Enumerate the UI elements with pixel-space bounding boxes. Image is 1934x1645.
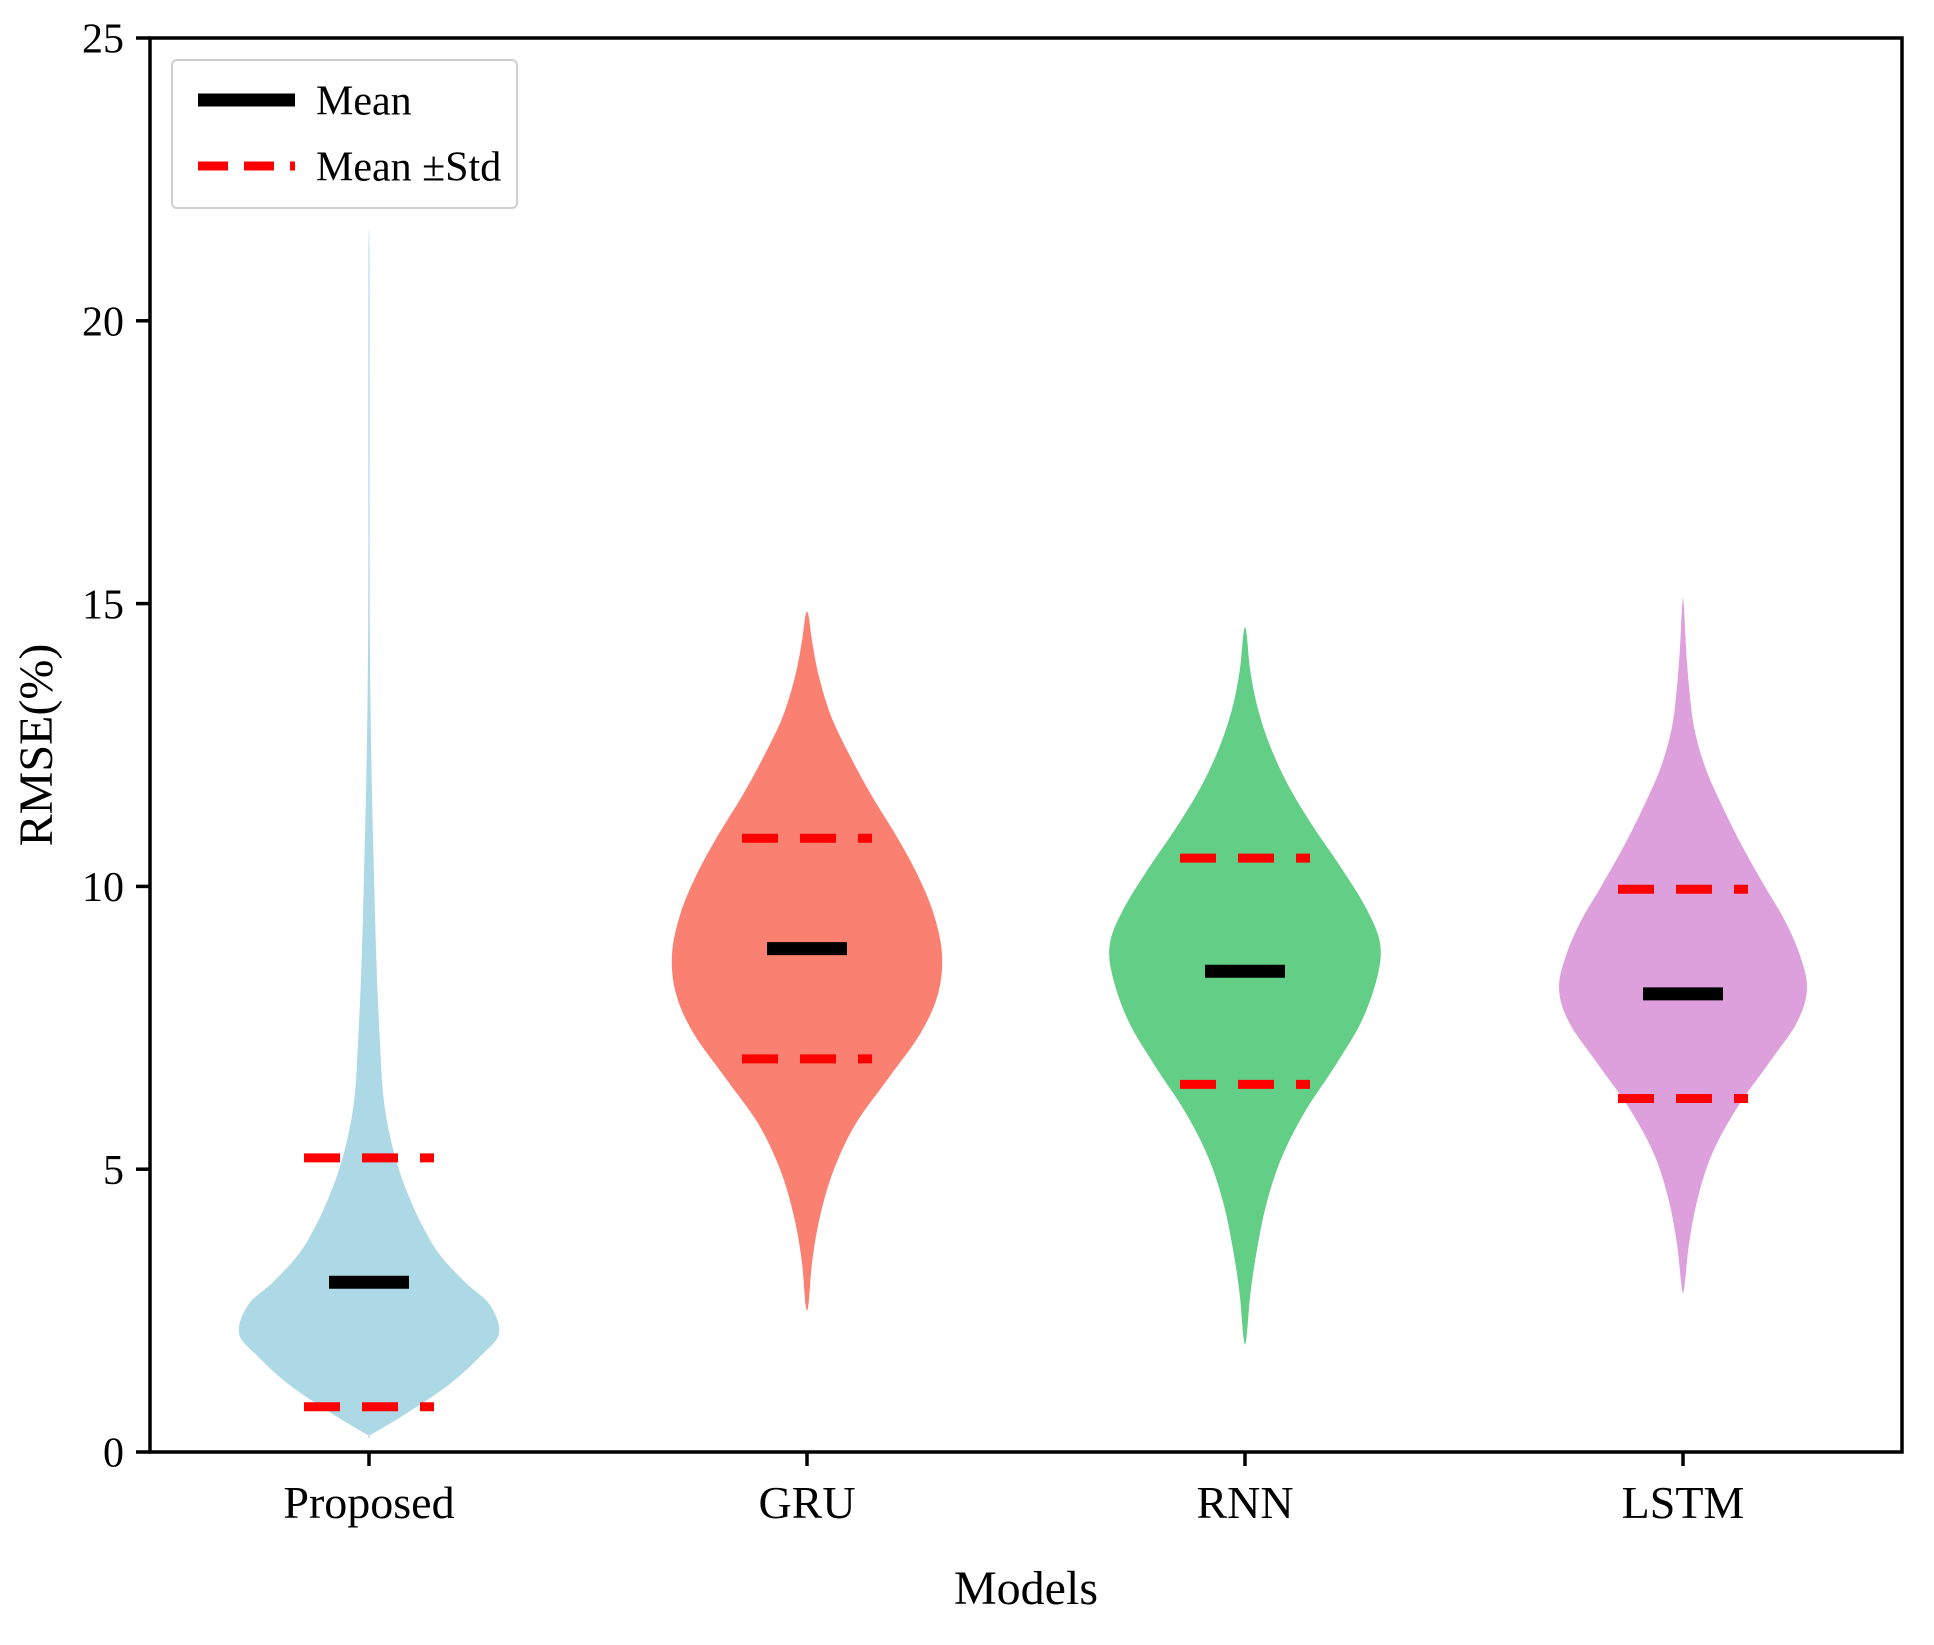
violin-proposed — [238, 228, 500, 1438]
x-axis-title: Models — [954, 1562, 1098, 1615]
y-tick-label: 15 — [82, 582, 124, 628]
x-tick-label-rnn: RNN — [1196, 1477, 1293, 1528]
y-tick-label: 25 — [82, 17, 124, 63]
y-tick-label: 20 — [82, 300, 124, 346]
violin-rnn — [1109, 626, 1381, 1345]
y-tick-label: 5 — [103, 1148, 124, 1194]
legend-label-mean-std: Mean ±Std — [316, 145, 501, 191]
plot-border — [148, 36, 1904, 1454]
y-tick-label: 10 — [82, 865, 124, 911]
legend-label-mean: Mean — [316, 79, 412, 125]
legend: Mean Mean ±Std — [171, 59, 518, 209]
violin-lstm — [1558, 597, 1808, 1294]
y-axis-title: RMSE(%) — [10, 644, 63, 847]
violin-gru — [671, 611, 943, 1311]
x-tick-label-gru: GRU — [758, 1477, 855, 1528]
y-tick-label: 0 — [103, 1431, 124, 1477]
x-tick-label-lstm: LSTM — [1622, 1477, 1745, 1528]
x-tick-label-proposed: Proposed — [283, 1477, 454, 1528]
